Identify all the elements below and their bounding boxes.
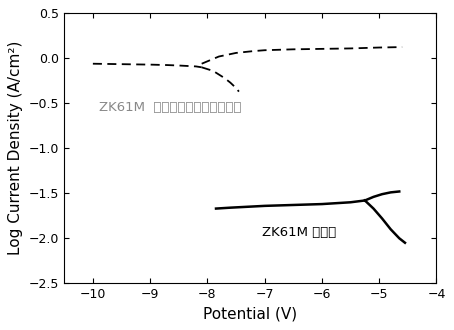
Text: ZK61M 镌合金: ZK61M 镌合金 <box>262 226 336 239</box>
Y-axis label: Log Current Density (A/cm²): Log Current Density (A/cm²) <box>8 41 23 255</box>
X-axis label: Potential (V): Potential (V) <box>203 307 297 322</box>
Text: ZK61M  镌合金镁磷合金化学镀层: ZK61M 镌合金镁磷合金化学镀层 <box>99 101 241 114</box>
